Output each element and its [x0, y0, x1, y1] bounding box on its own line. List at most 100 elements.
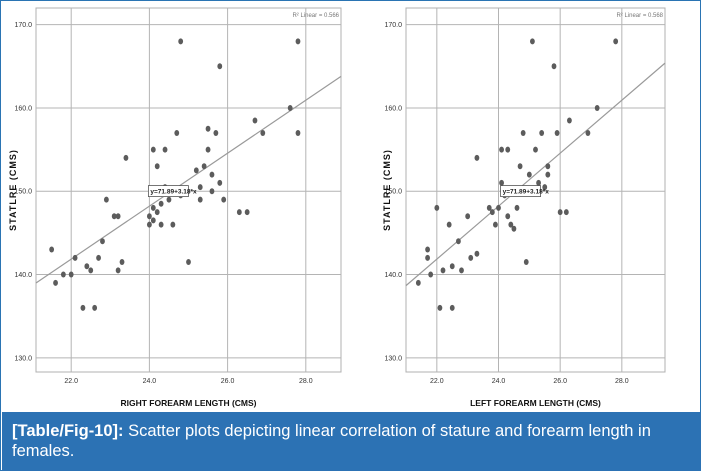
- data-point: [150, 146, 156, 153]
- equation-box-border: [500, 185, 541, 197]
- x-tick-label: 26.0: [553, 378, 567, 385]
- data-point: [205, 125, 211, 132]
- data-point: [465, 213, 471, 220]
- data-point: [514, 204, 520, 211]
- data-point: [72, 254, 78, 261]
- data-point: [542, 184, 548, 191]
- x-tick-labels: 22.0 24.0 26.0 28.0: [430, 378, 629, 385]
- data-point: [428, 271, 434, 278]
- data-point: [613, 38, 619, 45]
- y-axis-label: STATLRE (CMS): [8, 149, 18, 231]
- data-point: [174, 129, 180, 136]
- charts-area: 22.0 24.0 26.0 28.0 130.0 140.0 150.0 160.0 170…: [8, 7, 666, 408]
- data-point: [84, 263, 90, 270]
- data-point: [92, 304, 98, 311]
- data-point: [567, 117, 572, 124]
- data-point: [551, 63, 557, 70]
- data-point: [563, 209, 569, 216]
- y-tick-labels: 130.0 140.0 150.0 160.0 170.0: [384, 22, 402, 362]
- data-point: [111, 213, 117, 220]
- data-point: [209, 171, 215, 178]
- caption-text: Scatter plots depicting linear correlati…: [12, 422, 651, 460]
- data-point: [68, 271, 74, 278]
- data-point: [505, 213, 511, 220]
- data-point: [499, 146, 504, 153]
- data-point: [158, 200, 164, 207]
- data-points: [415, 38, 619, 311]
- data-point: [236, 209, 242, 216]
- data-point: [425, 254, 430, 261]
- data-point: [539, 129, 545, 136]
- data-point: [166, 196, 172, 203]
- data-point: [530, 38, 535, 45]
- y-tick-label: 170.0: [384, 22, 402, 29]
- data-point: [154, 163, 160, 170]
- data-point: [96, 254, 101, 261]
- data-point: [178, 38, 184, 45]
- data-point: [49, 246, 55, 253]
- caption-label: [Table/Fig-10]:: [12, 422, 124, 440]
- x-tick-label: 24.0: [143, 378, 157, 385]
- data-point: [119, 259, 125, 266]
- data-point: [186, 259, 191, 266]
- data-point: [486, 204, 492, 211]
- data-point: [449, 263, 455, 270]
- data-point: [449, 304, 455, 311]
- grid-lines: [406, 8, 665, 372]
- x-tick-label: 22.0: [430, 378, 444, 385]
- data-point: [162, 146, 168, 153]
- data-point: [88, 267, 94, 274]
- data-point: [533, 146, 538, 153]
- x-tick-label: 24.0: [492, 378, 506, 385]
- equation-box-border: [147, 185, 189, 197]
- data-point: [415, 279, 421, 286]
- equation-box: y=71.89+3.18*x: [500, 185, 550, 197]
- y-tick-label: 140.0: [384, 272, 402, 279]
- data-point: [520, 129, 526, 136]
- data-point: [425, 246, 430, 253]
- data-point: [440, 267, 446, 274]
- regression-line: [405, 62, 666, 287]
- scatter-chart-right-forearm: 22.0 24.0 26.0 28.0 130.0 140.0 150.0 160.0 170…: [8, 7, 342, 408]
- data-point: [260, 129, 266, 136]
- data-point: [60, 271, 66, 278]
- data-point: [585, 129, 591, 136]
- y-tick-label: 140.0: [14, 272, 32, 279]
- y-tick-labels: 130.0 140.0 150.0 160.0 170.0: [14, 22, 32, 362]
- data-point: [554, 129, 560, 136]
- data-point: [103, 196, 109, 203]
- y-tick-label: 130.0: [14, 355, 32, 362]
- data-point: [505, 146, 511, 153]
- data-point: [100, 238, 105, 245]
- data-point: [594, 104, 600, 111]
- y-tick-label: 150.0: [14, 189, 32, 196]
- equation-label: y=71.89+3.18*x: [503, 189, 550, 196]
- data-point: [459, 267, 464, 274]
- data-point: [150, 217, 156, 224]
- data-point: [446, 221, 452, 228]
- y-tick-label: 160.0: [14, 105, 32, 112]
- data-point: [146, 221, 152, 228]
- data-point: [493, 221, 498, 228]
- data-point: [115, 267, 121, 274]
- x-tick-label: 26.0: [221, 378, 235, 385]
- grid-lines: [36, 8, 341, 372]
- data-point: [456, 238, 461, 245]
- data-point: [244, 209, 250, 216]
- data-point: [205, 146, 211, 153]
- data-point: [295, 129, 301, 136]
- data-point: [217, 63, 223, 70]
- x-tick-label: 22.0: [64, 378, 78, 385]
- data-point: [536, 179, 541, 186]
- r2-label: R² Linear = 0.568: [616, 13, 663, 19]
- data-point: [517, 163, 523, 170]
- figure-caption: [Table/Fig-10]: Scatter plots depicting …: [2, 412, 701, 471]
- x-tick-label: 28.0: [615, 378, 629, 385]
- x-tick-label: 28.0: [299, 378, 313, 385]
- data-point: [146, 213, 152, 220]
- x-tick-labels: 22.0 24.0 26.0 28.0: [64, 378, 312, 385]
- data-point: [80, 304, 86, 311]
- data-point: [437, 304, 443, 311]
- r2-label: R² Linear = 0.566: [292, 13, 339, 19]
